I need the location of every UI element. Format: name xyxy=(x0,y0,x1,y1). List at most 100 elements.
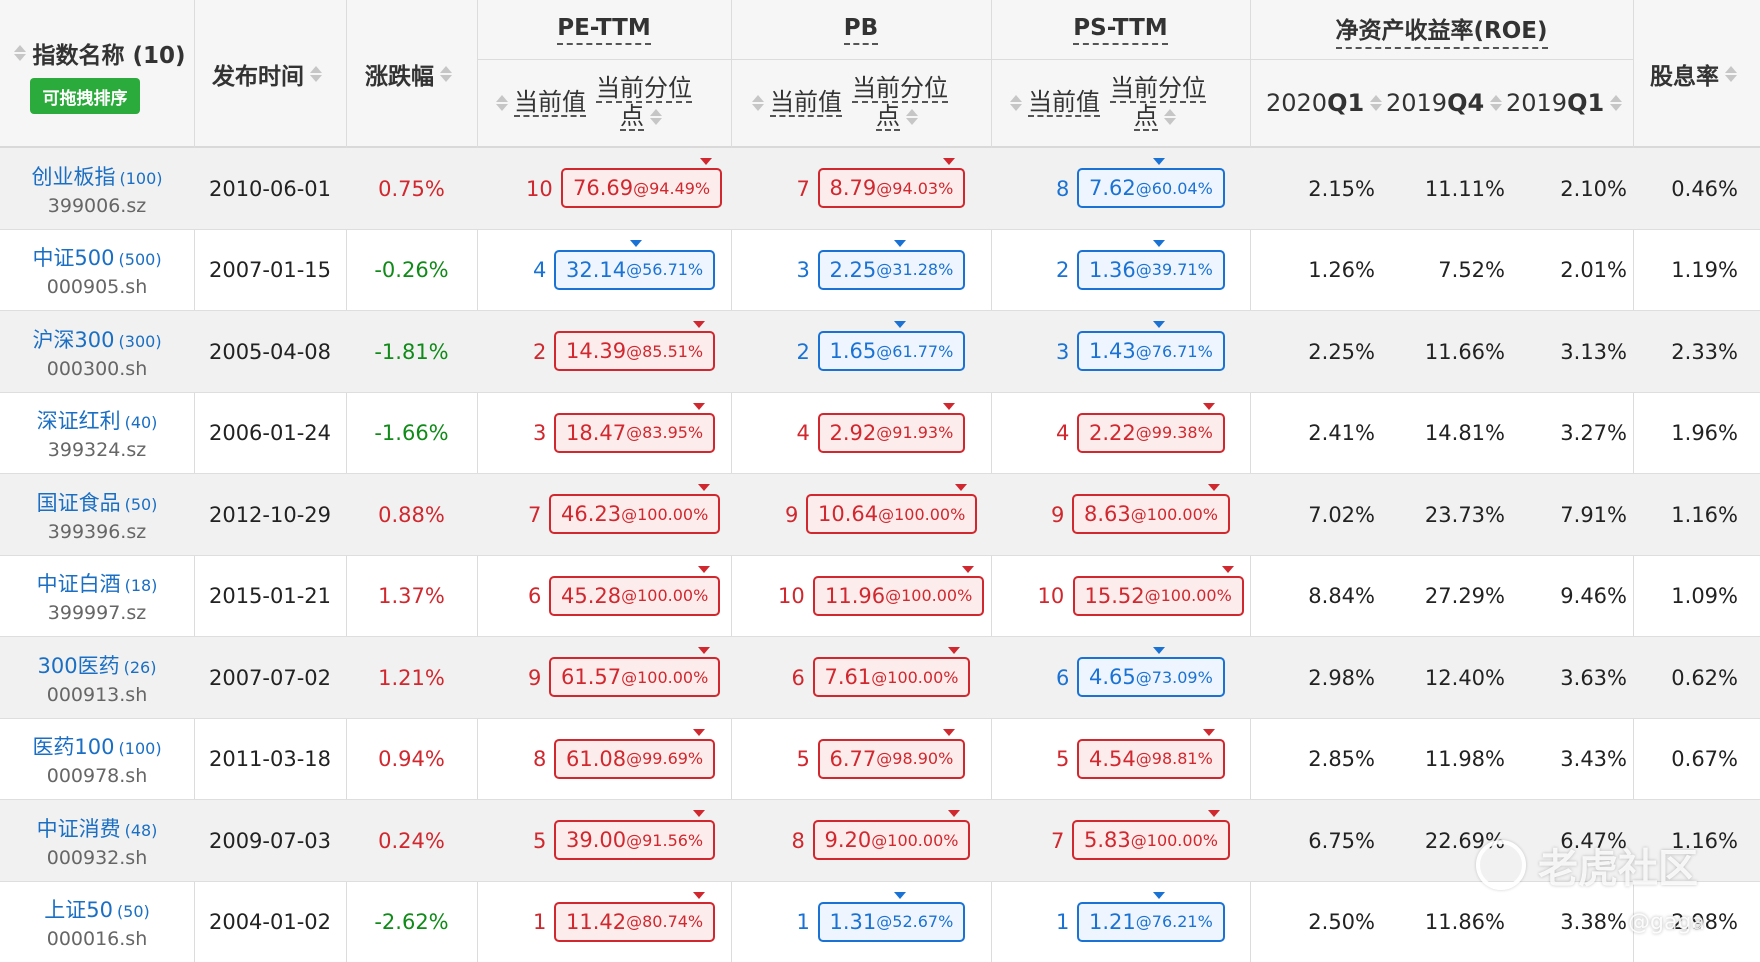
sort-name-header[interactable]: 指数名称 (10) xyxy=(0,30,194,76)
drag-sort-button[interactable]: 可拖拽排序 xyxy=(30,78,140,114)
sort-roe-2019q1[interactable]: 2019 Q1 xyxy=(1506,60,1626,146)
dividend-yield: 1.19% xyxy=(1671,258,1738,282)
marker-triangle-icon xyxy=(1153,239,1165,247)
marker-triangle-icon xyxy=(693,810,706,817)
pe-value-badge[interactable]: 39.00 @91.56% xyxy=(554,810,716,860)
pb-subheader[interactable]: 当前值 当前分位 点 xyxy=(746,60,990,146)
sort-release-date-header[interactable]: 发布时间 xyxy=(194,0,346,148)
index-name-link[interactable]: 300医药 (26) xyxy=(38,650,157,680)
pb-value-badge[interactable]: 2.25 @31.28% xyxy=(817,239,966,290)
marker-triangle-icon xyxy=(893,239,906,247)
pe-value-badge[interactable]: 61.57 @100.00% xyxy=(549,647,721,697)
table-row[interactable]: 国证食品 (50) 399396.sz 2012-10-29 0.88% 7.02… xyxy=(0,474,1760,556)
ps-group-header[interactable]: PS-TTM xyxy=(991,0,1250,60)
pe-value-badge[interactable]: 46.23 @100.00% xyxy=(549,484,721,534)
pb-value-badge[interactable]: 10.64 @100.00% xyxy=(806,484,978,534)
pb-value-badge[interactable]: 2.92 @91.93% xyxy=(817,402,966,453)
pe-percentile: @83.95% xyxy=(626,423,704,442)
index-name-link[interactable]: 沪深300 (300) xyxy=(32,324,161,354)
ps-value-badge[interactable]: 5.83 @100.00% xyxy=(1072,810,1230,860)
table-row[interactable]: 中证白酒 (18) 399997.sz 2015-01-21 1.37% 8.84… xyxy=(0,556,1760,637)
index-name-link[interactable]: 医药100 (100) xyxy=(32,731,161,761)
marker-triangle-icon xyxy=(698,565,711,573)
release-date: 2009-07-03 xyxy=(208,828,332,853)
pe-value-badge[interactable]: 18.47 @83.95% xyxy=(554,402,716,453)
index-name-cell[interactable]: 300医药 (26) 000913.sh xyxy=(0,637,194,718)
table-row[interactable]: 沪深300 (300) 000300.sh 2005-04-08 -1.81% 2… xyxy=(0,311,1760,393)
pb-value-badge[interactable]: 6.77 @98.90% xyxy=(817,728,966,779)
index-name-link[interactable]: 创业板指 (100) xyxy=(31,161,162,191)
index-name-link[interactable]: 国证食品 (50) xyxy=(37,487,158,517)
index-name-cell[interactable]: 国证食品 (50) 399396.sz xyxy=(0,474,194,555)
pe-value-badge[interactable]: 32.14 @56.71% xyxy=(554,239,716,290)
pe-value-badge[interactable]: 11.42 @80.74% xyxy=(554,891,716,942)
table-row[interactable]: 医药100 (100) 000978.sh 2011-03-18 0.94% 2.… xyxy=(0,719,1760,800)
index-name-cell[interactable]: 中证消费 (48) 000932.sh xyxy=(0,800,194,881)
index-name-link[interactable]: 深证红利 (40) xyxy=(37,405,158,435)
roe-2019q1: 7.91% xyxy=(1560,502,1627,527)
pe-value-badge[interactable]: 45.28 @100.00% xyxy=(549,565,721,616)
ps-value-badge[interactable]: 7.62 @60.04% xyxy=(1077,158,1225,208)
sort-icon xyxy=(496,95,508,111)
pb-percentile: @52.67% xyxy=(876,912,954,931)
table-row[interactable]: 300医药 (26) 000913.sh 2007-07-02 1.21% 2.9… xyxy=(0,637,1760,719)
pe-value-badge[interactable]: 61.08 @99.69% xyxy=(554,728,716,779)
pe-percentile: @80.74% xyxy=(626,912,704,931)
sort-change-header[interactable]: 涨跌幅 xyxy=(346,0,477,148)
index-name-cell[interactable]: 沪深300 (300) 000300.sh xyxy=(0,311,194,392)
sort-icon xyxy=(1490,95,1503,111)
ps-subheader[interactable]: 当前值 当前分位 点 xyxy=(1004,60,1250,146)
marker-triangle-icon xyxy=(943,158,956,165)
ps-current-value: 15.52 xyxy=(1084,583,1145,608)
sort-roe-2020q1[interactable]: 2020 Q1 xyxy=(1266,60,1386,146)
ps-value-badge[interactable]: 1.36 @39.71% xyxy=(1077,239,1225,290)
ps-percentile-label: 当前分位 xyxy=(1110,74,1206,103)
index-name: 中证500 xyxy=(32,246,115,270)
ps-value-badge[interactable]: 2.22 @99.38% xyxy=(1077,402,1225,453)
pb-rank: 7 xyxy=(796,176,810,201)
pb-value-badge[interactable]: 11.96 @100.00% xyxy=(813,565,985,616)
index-name-cell[interactable]: 创业板指 (100) 399006.sz xyxy=(0,148,194,229)
index-name-link[interactable]: 上证50 (50) xyxy=(44,894,150,924)
table-row[interactable]: 上证50 (50) 000016.sh 2004-01-02 -2.62% 2.5… xyxy=(0,882,1760,962)
ps-value-badge[interactable]: 8.63 @100.00% xyxy=(1072,484,1230,534)
roe-2019q4: 11.11% xyxy=(1424,176,1505,201)
pb-value-badge[interactable]: 8.79 @94.03% xyxy=(817,158,966,208)
header-change-label: 涨跌幅 xyxy=(365,64,434,90)
pb-current-value: 2.25 xyxy=(829,257,877,282)
index-name-cell[interactable]: 中证500 (500) 000905.sh xyxy=(0,230,194,311)
table-row[interactable]: 中证消费 (48) 000932.sh 2009-07-03 0.24% 6.75… xyxy=(0,800,1760,882)
pe-rank: 6 xyxy=(528,584,542,608)
ps-value-badge[interactable]: 4.54 @98.81% xyxy=(1077,728,1225,779)
ps-value-badge[interactable]: 1.43 @76.71% xyxy=(1077,321,1225,371)
pb-group-header[interactable]: PB xyxy=(731,0,991,60)
index-name-cell[interactable]: 中证白酒 (18) 399997.sz xyxy=(0,556,194,637)
index-name-cell[interactable]: 医药100 (100) 000978.sh xyxy=(0,719,194,800)
table-row[interactable]: 深证红利 (40) 399324.sz 2006-01-24 -1.66% 2.4… xyxy=(0,393,1760,474)
pe-group-header[interactable]: PE-TTM xyxy=(477,0,731,60)
index-name-cell[interactable]: 上证50 (50) 000016.sh xyxy=(0,882,194,962)
pe-value-badge[interactable]: 14.39 @85.51% xyxy=(554,321,716,371)
pb-value-badge[interactable]: 9.20 @100.00% xyxy=(812,810,971,860)
sort-dividend-header[interactable]: 股息率 xyxy=(1633,0,1760,148)
release-date: 2006-01-24 xyxy=(208,421,332,445)
ps-value-badge[interactable]: 15.52 @100.00% xyxy=(1072,565,1244,616)
index-name-cell[interactable]: 深证红利 (40) 399324.sz xyxy=(0,393,194,474)
pe-subheader[interactable]: 当前值 当前分位 点 xyxy=(490,60,730,146)
pb-value-badge[interactable]: 1.31 @52.67% xyxy=(817,891,966,942)
roe-2019q4: 11.86% xyxy=(1424,910,1505,934)
ps-value-badge[interactable]: 1.21 @76.21% xyxy=(1077,891,1225,942)
sort-roe-2019q4[interactable]: 2019 Q4 xyxy=(1386,60,1506,146)
index-name-link[interactable]: 中证消费 (48) xyxy=(37,813,158,843)
pe-current-value: 18.47 xyxy=(566,420,627,445)
pb-value-badge[interactable]: 1.65 @61.77% xyxy=(817,321,966,371)
table-row[interactable]: 创业板指 (100) 399006.sz 2010-06-01 0.75% 2.1… xyxy=(0,148,1760,230)
table-row[interactable]: 中证500 (500) 000905.sh 2007-01-15 -0.26% 1… xyxy=(0,230,1760,311)
ps-value-badge[interactable]: 4.65 @73.09% xyxy=(1077,647,1225,697)
ps-current-value-label: 当前值 xyxy=(1028,88,1100,117)
pb-value-badge[interactable]: 7.61 @100.00% xyxy=(812,647,971,697)
pe-value-badge[interactable]: 76.69 @94.49% xyxy=(561,158,723,208)
index-name-link[interactable]: 中证500 (500) xyxy=(32,242,161,272)
roe-2020q1: 2.50% xyxy=(1308,910,1375,934)
index-name-link[interactable]: 中证白酒 (18) xyxy=(37,568,158,598)
